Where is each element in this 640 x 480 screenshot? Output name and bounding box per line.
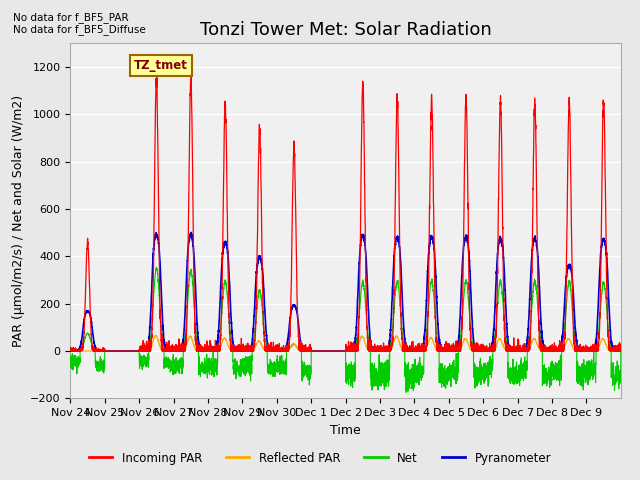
Text: TZ_tmet: TZ_tmet [134,59,188,72]
Text: No data for f_BF5_PAR: No data for f_BF5_PAR [13,12,129,23]
X-axis label: Time: Time [330,424,361,437]
Legend: Incoming PAR, Reflected PAR, Net, Pyranometer: Incoming PAR, Reflected PAR, Net, Pyrano… [84,447,556,469]
Text: No data for f_BF5_Diffuse: No data for f_BF5_Diffuse [13,24,145,35]
Y-axis label: PAR (μmol/m2/s) / Net and Solar (W/m2): PAR (μmol/m2/s) / Net and Solar (W/m2) [12,95,24,347]
Title: Tonzi Tower Met: Solar Radiation: Tonzi Tower Met: Solar Radiation [200,21,492,39]
